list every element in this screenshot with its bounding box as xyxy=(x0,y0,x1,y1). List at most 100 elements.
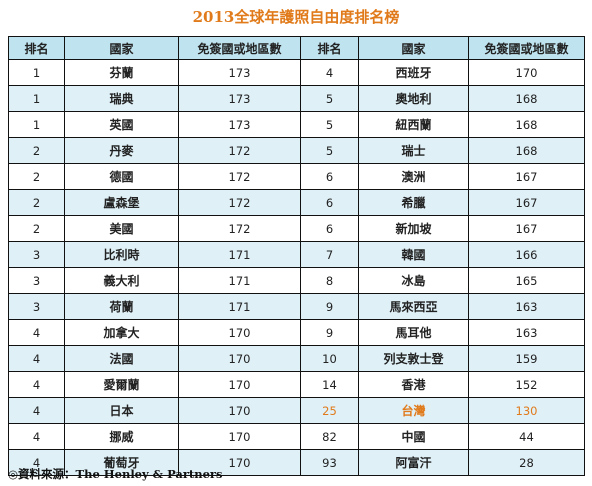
header-count-left: 免簽國或地區數 xyxy=(178,36,301,60)
cell-rank-right: 4 xyxy=(300,59,359,86)
cell-rank-right: 6 xyxy=(300,215,359,242)
table-row: 2 丹麥 172 5 瑞士 168 xyxy=(8,137,585,164)
cell-country-right: 希臘 xyxy=(358,189,469,216)
cell-country-right: 西班牙 xyxy=(358,59,469,86)
cell-count-left: 170 xyxy=(178,319,301,346)
cell-count-left: 173 xyxy=(178,85,301,112)
cell-count-right: 167 xyxy=(468,189,585,216)
cell-rank-right: 8 xyxy=(300,267,359,294)
cell-rank-right: 6 xyxy=(300,163,359,190)
cell-rank-left: 4 xyxy=(8,397,65,424)
cell-count-left: 173 xyxy=(178,111,301,138)
cell-rank-right: 10 xyxy=(300,345,359,372)
table-row: 3 荷蘭 171 9 馬來西亞 163 xyxy=(8,293,585,320)
cell-country-right: 馬來西亞 xyxy=(358,293,469,320)
table-row: 4 挪威 170 82 中國 44 xyxy=(8,423,585,450)
cell-rank-left: 4 xyxy=(8,345,65,372)
cell-country-right: 韓國 xyxy=(358,241,469,268)
cell-count-right: 170 xyxy=(468,59,585,86)
cell-count-left: 172 xyxy=(178,215,301,242)
cell-rank-right: 14 xyxy=(300,371,359,398)
table-row: 4 葡萄牙 170 93 阿富汗 28 xyxy=(8,449,585,476)
cell-country-right: 冰島 xyxy=(358,267,469,294)
page-title: 2013全球年護照自由度排名榜 xyxy=(192,8,400,26)
table-row: 4 日本 170 25 台灣 130 xyxy=(8,397,585,424)
passport-ranking-table: 排名 國家 免簽國或地區數 排名 國家 免簽國或地區數 1 芬蘭 173 4 西班牙 17… xyxy=(8,36,585,476)
cell-country-left: 丹麥 xyxy=(64,137,179,164)
cell-count-right: 152 xyxy=(468,371,585,398)
cell-count-right: 167 xyxy=(468,215,585,242)
table-row: 4 加拿大 170 9 馬耳他 163 xyxy=(8,319,585,346)
cell-country-left: 愛爾蘭 xyxy=(64,371,179,398)
cell-count-right: 44 xyxy=(468,423,585,450)
cell-country-right: 紐西蘭 xyxy=(358,111,469,138)
cell-country-right: 列支敦士登 xyxy=(358,345,469,372)
source-note: ◎資料來源：The Henley & Partners xyxy=(8,467,223,481)
cell-country-left: 芬蘭 xyxy=(64,59,179,86)
cell-country-left: 法國 xyxy=(64,345,179,372)
cell-count-right: 28 xyxy=(468,449,585,476)
cell-count-right: 159 xyxy=(468,345,585,372)
header-rank-right: 排名 xyxy=(300,36,359,60)
cell-count-left: 172 xyxy=(178,163,301,190)
cell-count-right: 165 xyxy=(468,267,585,294)
cell-count-right: 168 xyxy=(468,137,585,164)
cell-count-right: 168 xyxy=(468,111,585,138)
cell-rank-left: 3 xyxy=(8,293,65,320)
cell-count-right: 166 xyxy=(468,241,585,268)
cell-country-left: 荷蘭 xyxy=(64,293,179,320)
cell-rank-right: 9 xyxy=(300,319,359,346)
cell-rank-right: 7 xyxy=(300,241,359,268)
cell-count-left: 171 xyxy=(178,241,301,268)
cell-count-right: 163 xyxy=(468,319,585,346)
table-row: 3 比利時 171 7 韓國 166 xyxy=(8,241,585,268)
cell-rank-right: 9 xyxy=(300,293,359,320)
cell-country-right: 馬耳他 xyxy=(358,319,469,346)
cell-count-left: 171 xyxy=(178,267,301,294)
header-country-left: 國家 xyxy=(64,36,179,60)
cell-rank-left: 4 xyxy=(8,423,65,450)
header-country-right: 國家 xyxy=(358,36,469,60)
cell-country-left: 瑞典 xyxy=(64,85,179,112)
cell-rank-right: 6 xyxy=(300,189,359,216)
cell-country-right: 新加坡 xyxy=(358,215,469,242)
cell-country-right: 澳洲 xyxy=(358,163,469,190)
table-header-row: 排名 國家 免簽國或地區數 排名 國家 免簽國或地區數 xyxy=(8,36,585,60)
cell-count-left: 170 xyxy=(178,423,301,450)
table-row: 1 芬蘭 173 4 西班牙 170 xyxy=(8,59,585,86)
cell-country-left: 美國 xyxy=(64,215,179,242)
cell-count-left: 171 xyxy=(178,293,301,320)
cell-country-left: 英國 xyxy=(64,111,179,138)
cell-country-right: 香港 xyxy=(358,371,469,398)
cell-country-left: 比利時 xyxy=(64,241,179,268)
cell-rank-right: 25 xyxy=(300,397,359,424)
cell-rank-right: 93 xyxy=(300,449,359,476)
cell-count-left: 170 xyxy=(178,449,301,476)
table-row: 2 盧森堡 172 6 希臘 167 xyxy=(8,189,585,216)
cell-rank-right: 5 xyxy=(300,111,359,138)
cell-count-right: 167 xyxy=(468,163,585,190)
cell-country-left: 挪威 xyxy=(64,423,179,450)
cell-rank-right: 5 xyxy=(300,137,359,164)
cell-rank-left: 3 xyxy=(8,241,65,268)
table-row: 4 愛爾蘭 170 14 香港 152 xyxy=(8,371,585,398)
cell-count-right: 130 xyxy=(468,397,585,424)
cell-rank-left: 4 xyxy=(8,371,65,398)
cell-rank-left: 4 xyxy=(8,319,65,346)
table-row: 1 瑞典 173 5 奧地利 168 xyxy=(8,85,585,112)
cell-count-left: 170 xyxy=(178,371,301,398)
cell-country-right: 中國 xyxy=(358,423,469,450)
cell-count-right: 168 xyxy=(468,85,585,112)
header-count-right: 免簽國或地區數 xyxy=(468,36,585,60)
cell-country-left: 加拿大 xyxy=(64,319,179,346)
cell-rank-left: 1 xyxy=(8,85,65,112)
cell-rank-left: 2 xyxy=(8,215,65,242)
cell-rank-right: 5 xyxy=(300,85,359,112)
cell-count-left: 173 xyxy=(178,59,301,86)
cell-count-left: 170 xyxy=(178,397,301,424)
cell-country-left: 義大利 xyxy=(64,267,179,294)
cell-rank-left: 1 xyxy=(8,59,65,86)
table-row: 4 法國 170 10 列支敦士登 159 xyxy=(8,345,585,372)
cell-rank-left: 2 xyxy=(8,137,65,164)
cell-rank-left: 2 xyxy=(8,163,65,190)
